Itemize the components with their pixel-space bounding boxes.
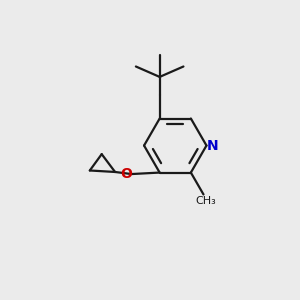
Text: CH₃: CH₃ <box>196 196 216 206</box>
Text: N: N <box>207 139 219 152</box>
Text: O: O <box>120 167 132 181</box>
